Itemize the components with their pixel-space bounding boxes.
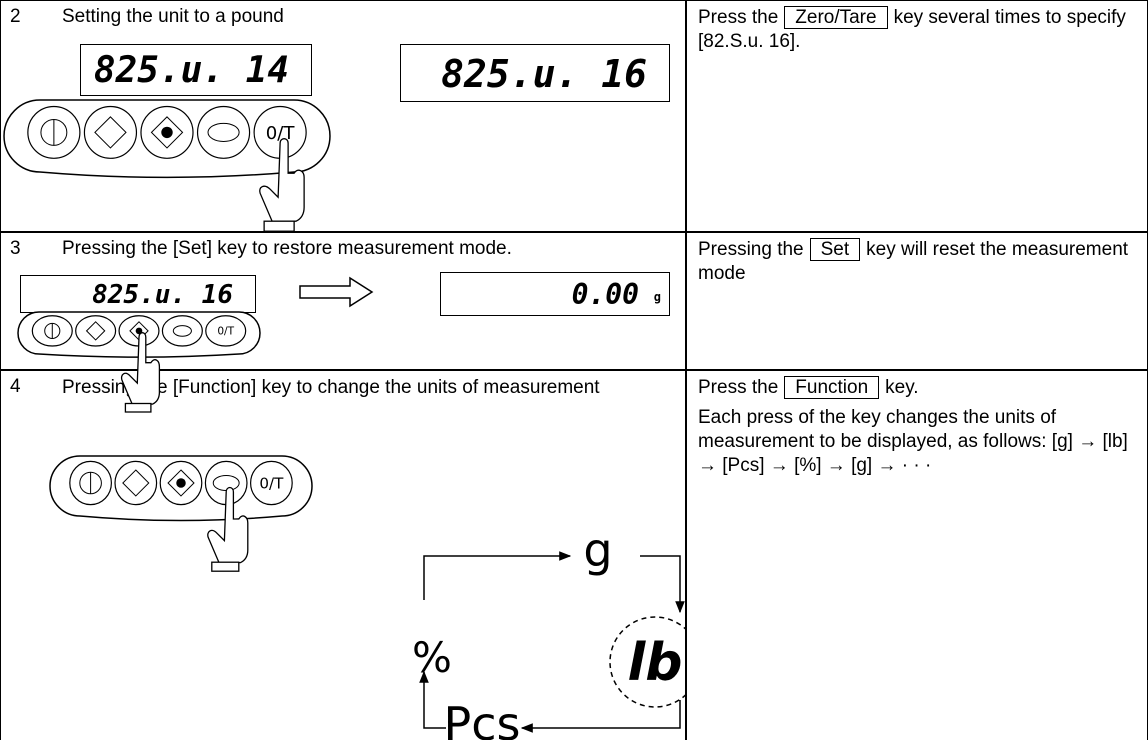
key-icon (176, 478, 186, 488)
key-icon (94, 116, 127, 149)
key-button (205, 315, 247, 347)
cell (0, 231, 687, 371)
unit-label: lb (627, 633, 682, 693)
unit-label: Pcs (444, 697, 521, 740)
lcd-value: 0.00 (571, 278, 639, 311)
text: key will reset the measurement mode (698, 239, 1129, 284)
instruction-detail: Each press of the key changes the units … (698, 407, 1128, 476)
unit-label: g (583, 523, 612, 577)
key-icon (167, 469, 195, 497)
key-icon (207, 122, 240, 142)
key-icon (172, 325, 192, 337)
lcd-display: 0.00 g (440, 272, 670, 316)
key-name: Function (784, 376, 880, 399)
instruction: Press the Function key. Each press of the k… (698, 376, 1138, 478)
illustrations: g lb Pcs % 0/T 0/T 0/T (3, 99, 687, 740)
key-button (75, 315, 117, 347)
lcd-display: 825.u. 14 (80, 44, 312, 96)
cell (0, 369, 687, 740)
keypad: 0/T (49, 455, 313, 572)
instruction: Press the Zero/Tare key several times to s… (698, 6, 1138, 54)
hand (207, 486, 249, 564)
key-button (161, 315, 203, 347)
instruction: Pressing the Set key will reset the measur… (698, 238, 1138, 286)
hand (120, 332, 161, 405)
text: key. (885, 377, 919, 398)
key-name: Set (809, 238, 861, 261)
step-title: Setting the unit to a pound (62, 6, 284, 27)
key-button (83, 105, 138, 159)
key-icon (150, 116, 184, 149)
key-name: Zero/Tare (784, 6, 888, 29)
key-label: 0/T (217, 326, 234, 338)
key-icon (85, 321, 106, 341)
step-number: 3 (10, 238, 21, 259)
text: Press the (698, 377, 779, 398)
cell (0, 0, 687, 233)
step-number: 4 (10, 376, 21, 397)
lcd-display: 825.u. 16 (400, 44, 670, 102)
hand-cuff (263, 220, 295, 232)
unit-label: % (412, 633, 452, 682)
key-button (114, 460, 158, 506)
text: Press the (698, 7, 779, 28)
hand-cuff (124, 402, 152, 413)
step-number: 2 (10, 6, 21, 27)
key-icon (122, 469, 150, 497)
key-button (196, 105, 251, 159)
key-button (250, 460, 293, 506)
cycle-arrows (419, 551, 687, 733)
arrow (299, 276, 374, 308)
hand-cuff (211, 561, 240, 572)
keypad: 0/T (3, 99, 331, 232)
step-title: Pressing the [Set] key to restore measur… (62, 238, 512, 259)
lcd-unit: g (653, 290, 661, 304)
key-icon (161, 126, 173, 139)
key-label: 0/T (259, 474, 284, 492)
text: Pressing the (698, 239, 804, 260)
key-label: 0/T (266, 123, 296, 144)
keypad: 0/T (17, 311, 261, 413)
step-title: Pressing the [Function] key to change th… (62, 377, 600, 398)
text: key several times to specify [82.S.u. 16… (698, 7, 1126, 52)
hand (259, 138, 305, 222)
